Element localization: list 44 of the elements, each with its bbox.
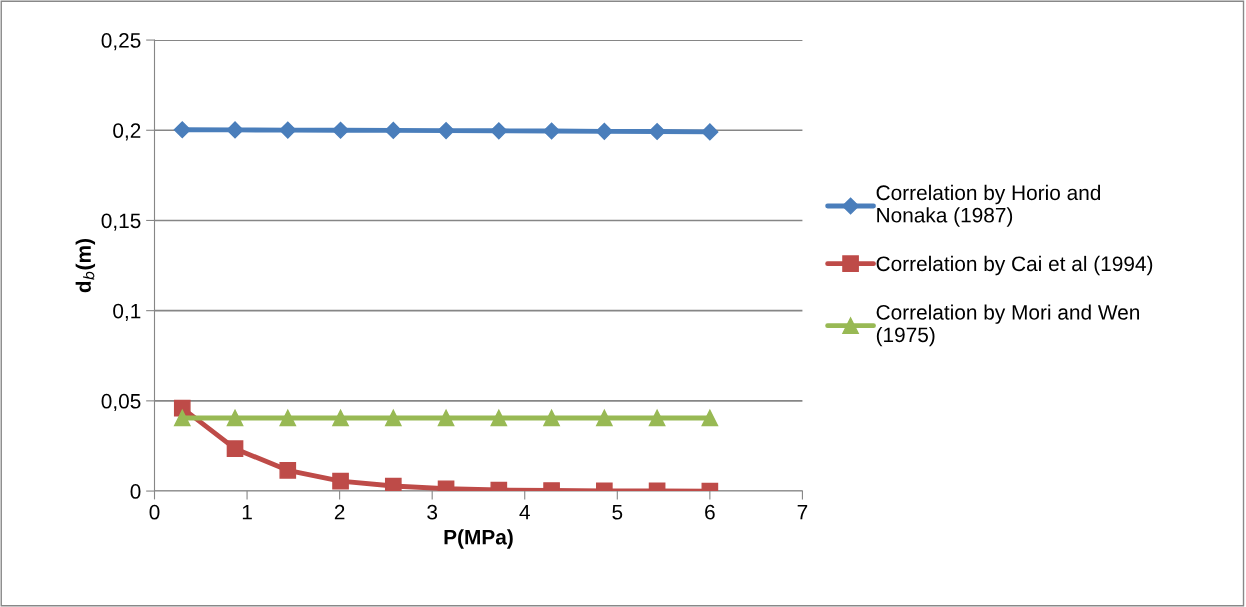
point	[331, 121, 350, 139]
y-tick-label: 0,25	[101, 33, 141, 51]
point	[543, 122, 561, 140]
point	[596, 409, 613, 427]
point	[437, 122, 455, 140]
x-tick-label: 7	[797, 505, 808, 520]
x-tick-label: 2	[334, 504, 345, 520]
x-tick-label: 6	[705, 504, 715, 520]
point	[701, 123, 719, 141]
point	[173, 409, 191, 427]
point	[279, 409, 297, 427]
y-tick-label: 0,15	[101, 213, 141, 231]
point	[490, 409, 508, 427]
x-tick-label: 4	[519, 505, 530, 520]
point	[173, 121, 191, 139]
point	[543, 409, 560, 427]
x-tick-label: 3	[427, 504, 438, 520]
point	[595, 122, 613, 140]
point	[384, 477, 402, 492]
legend-label: Correlation by Mori and Wen (1975)	[876, 304, 1140, 347]
point	[437, 409, 455, 427]
point	[332, 409, 349, 427]
point	[279, 461, 297, 479]
point	[701, 409, 719, 427]
x-tick-label: 0	[149, 504, 160, 520]
y-tick-label: 0,05	[101, 393, 141, 412]
y-tick-label: 0	[130, 484, 141, 499]
point	[226, 121, 244, 139]
x-axis-title: P(MPa)	[444, 529, 513, 549]
point	[226, 440, 244, 458]
x-tick-label: 1	[242, 505, 252, 520]
legend-label: Correlation by Horio and Nonaka (1987)	[876, 184, 1101, 227]
x-tick-label: 5	[612, 505, 623, 520]
point	[226, 409, 244, 427]
point	[384, 121, 402, 139]
y-axis-title: d$_{b}$(m)	[75, 239, 96, 293]
y-tick-label: 0,2	[113, 123, 141, 141]
point	[490, 122, 508, 140]
point	[279, 121, 297, 139]
legend-label: Correlation by Cai et al (1994)	[876, 255, 1153, 276]
point	[384, 409, 402, 427]
point	[648, 409, 666, 427]
y-tick-label: 0,1	[113, 303, 141, 321]
point	[332, 472, 349, 490]
